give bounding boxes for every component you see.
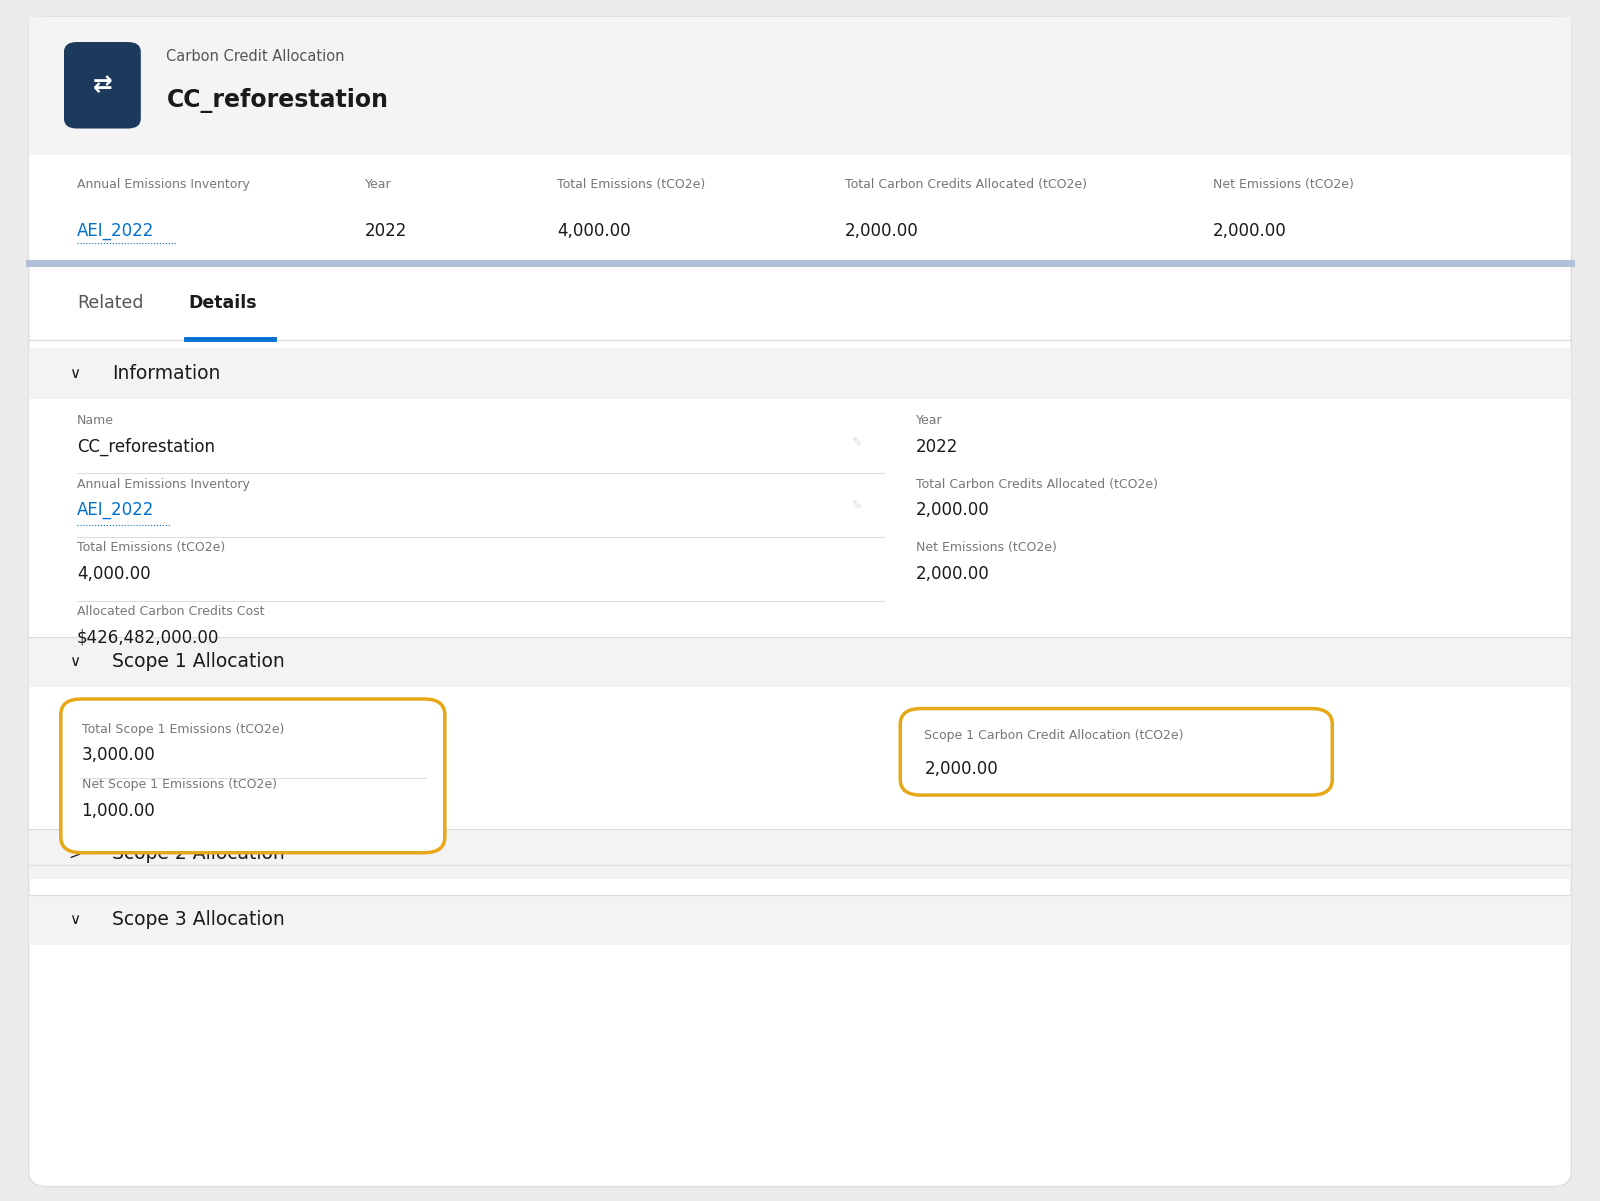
- Bar: [29, 348, 1571, 399]
- Text: Year: Year: [915, 414, 942, 426]
- Bar: [29, 17, 1571, 155]
- Text: Total Carbon Credits Allocated (tCO2e): Total Carbon Credits Allocated (tCO2e): [845, 179, 1086, 191]
- Text: 3,000.00: 3,000.00: [82, 747, 155, 764]
- Text: Total Emissions (tCO2e): Total Emissions (tCO2e): [557, 179, 706, 191]
- Bar: [29, 829, 1571, 879]
- Text: Total Scope 1 Emissions (tCO2e): Total Scope 1 Emissions (tCO2e): [82, 723, 283, 735]
- Text: 1,000.00: 1,000.00: [82, 802, 155, 819]
- Text: >: >: [69, 847, 82, 861]
- Bar: [29, 895, 1571, 945]
- FancyBboxPatch shape: [61, 699, 445, 853]
- Text: Name: Name: [77, 414, 114, 426]
- Bar: [29, 637, 1571, 687]
- Text: 4,000.00: 4,000.00: [77, 566, 150, 582]
- Text: 2,000.00: 2,000.00: [845, 222, 918, 239]
- Text: 2022: 2022: [915, 438, 958, 455]
- Text: Information: Information: [112, 364, 221, 383]
- Text: AEI_2022: AEI_2022: [77, 222, 154, 239]
- Text: ∨: ∨: [69, 655, 80, 669]
- Text: Year: Year: [365, 179, 392, 191]
- FancyBboxPatch shape: [64, 42, 141, 129]
- Text: Net Scope 1 Emissions (tCO2e): Net Scope 1 Emissions (tCO2e): [82, 778, 277, 790]
- Text: Annual Emissions Inventory: Annual Emissions Inventory: [77, 478, 250, 490]
- Text: ∨: ∨: [69, 366, 80, 381]
- Text: Scope 3 Allocation: Scope 3 Allocation: [112, 910, 285, 930]
- Bar: [29, 155, 1571, 257]
- Text: ✎: ✎: [851, 500, 862, 512]
- Text: Allocated Carbon Credits Cost: Allocated Carbon Credits Cost: [77, 605, 264, 617]
- Text: CC_reforestation: CC_reforestation: [77, 437, 214, 456]
- FancyBboxPatch shape: [29, 17, 1571, 1187]
- Text: ✎: ✎: [851, 436, 862, 448]
- Bar: [29, 399, 1571, 675]
- Text: CC_reforestation: CC_reforestation: [166, 89, 389, 113]
- Text: Total Carbon Credits Allocated (tCO2e): Total Carbon Credits Allocated (tCO2e): [915, 478, 1158, 490]
- Text: 4,000.00: 4,000.00: [557, 222, 630, 239]
- Text: AEI_2022: AEI_2022: [77, 502, 154, 519]
- Text: ⇄: ⇄: [93, 73, 112, 97]
- Text: Annual Emissions Inventory: Annual Emissions Inventory: [77, 179, 250, 191]
- Text: Scope 1 Carbon Credit Allocation (tCO2e): Scope 1 Carbon Credit Allocation (tCO2e): [925, 729, 1184, 741]
- Text: 2,000.00: 2,000.00: [915, 566, 989, 582]
- FancyBboxPatch shape: [901, 709, 1333, 795]
- Text: Scope 1 Allocation: Scope 1 Allocation: [112, 652, 285, 671]
- Text: 2,000.00: 2,000.00: [1213, 222, 1286, 239]
- Text: Related: Related: [77, 294, 144, 311]
- Text: 2022: 2022: [365, 222, 406, 239]
- Text: Details: Details: [189, 294, 258, 311]
- Text: 2,000.00: 2,000.00: [925, 760, 998, 777]
- Text: Net Emissions (tCO2e): Net Emissions (tCO2e): [915, 542, 1056, 554]
- Text: $426,482,000.00: $426,482,000.00: [77, 629, 219, 646]
- Bar: [29, 687, 1571, 865]
- Text: Scope 2 Allocation: Scope 2 Allocation: [112, 844, 285, 864]
- Text: Net Emissions (tCO2e): Net Emissions (tCO2e): [1213, 179, 1354, 191]
- Text: 2,000.00: 2,000.00: [915, 502, 989, 519]
- Text: Total Emissions (tCO2e): Total Emissions (tCO2e): [77, 542, 226, 554]
- Text: ∨: ∨: [69, 913, 80, 927]
- Text: Carbon Credit Allocation: Carbon Credit Allocation: [166, 49, 346, 64]
